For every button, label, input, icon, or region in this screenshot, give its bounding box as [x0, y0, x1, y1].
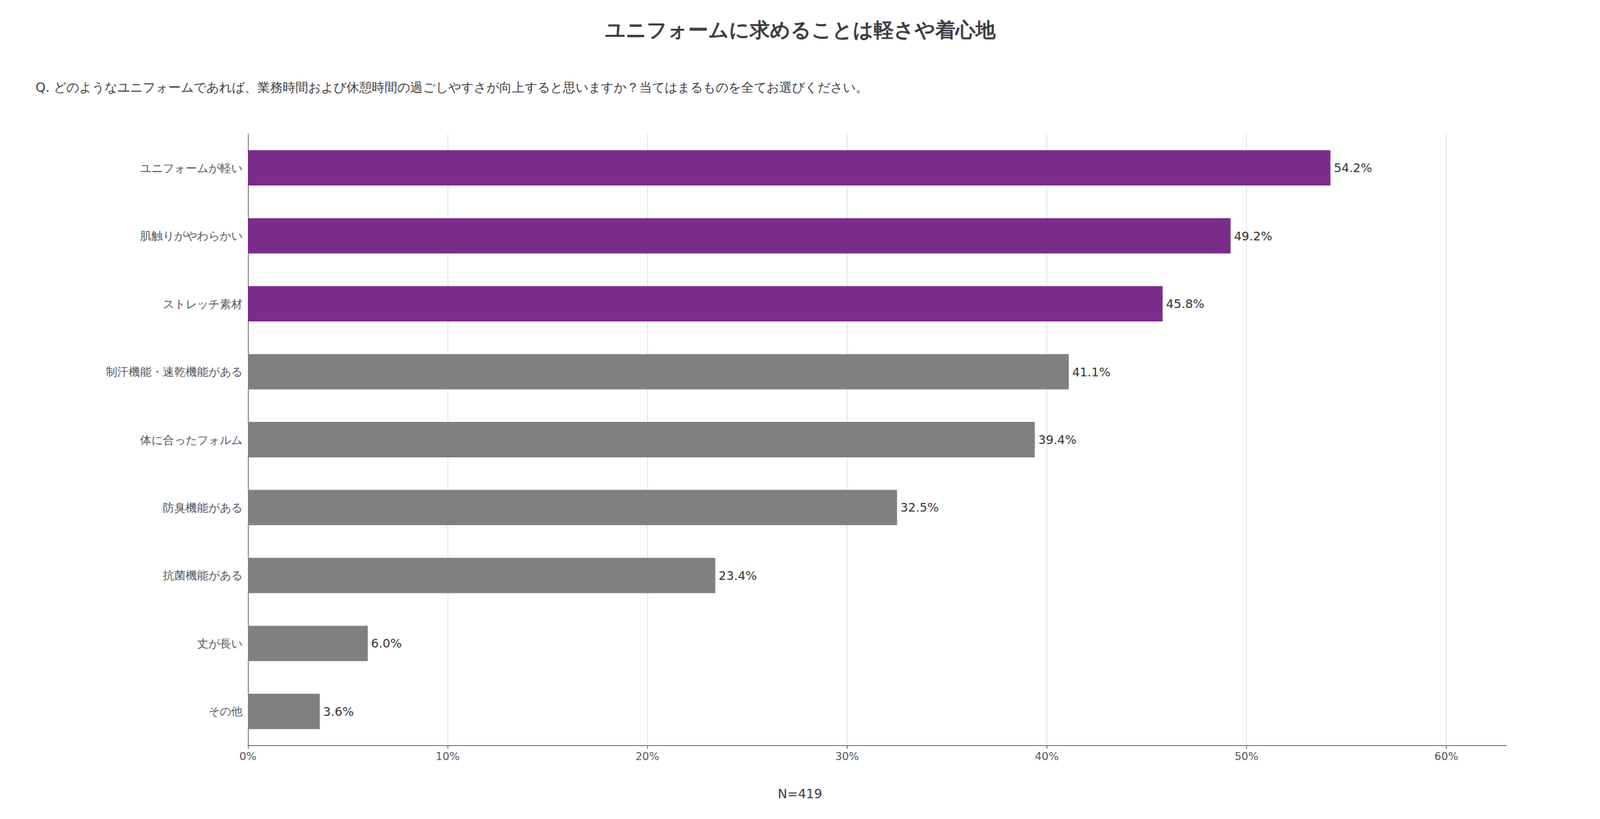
- svg-text:6.0%: 6.0%: [371, 636, 403, 651]
- svg-text:23.4%: 23.4%: [718, 568, 758, 583]
- svg-text:30%: 30%: [835, 750, 860, 764]
- svg-text:10%: 10%: [435, 750, 460, 764]
- svg-text:体に合ったフォルム: 体に合ったフォルム: [140, 433, 243, 447]
- svg-text:肌触りがやわらかい: 肌触りがやわらかい: [140, 229, 243, 243]
- svg-text:49.2%: 49.2%: [1234, 229, 1273, 244]
- svg-text:ストレッチ素材: ストレッチ素材: [162, 297, 243, 311]
- svg-text:制汗機能・速乾機能がある: 制汗機能・速乾機能がある: [105, 365, 243, 379]
- svg-text:ユニフォームに求めることは軽さや着心地: ユニフォームに求めることは軽さや着心地: [605, 18, 997, 42]
- svg-text:20%: 20%: [635, 750, 660, 764]
- svg-text:60%: 60%: [1434, 750, 1459, 764]
- svg-text:32.5%: 32.5%: [900, 500, 939, 515]
- svg-text:Q. どのようなユニフォームであれば、業務時間および休憩時間: Q. どのようなユニフォームであれば、業務時間および休憩時間の過ごしやすさが向上…: [35, 79, 869, 95]
- svg-text:その他: その他: [208, 704, 243, 719]
- svg-text:3.6%: 3.6%: [322, 704, 354, 719]
- svg-text:45.8%: 45.8%: [1165, 296, 1205, 311]
- svg-text:N=419: N=419: [777, 786, 823, 802]
- svg-text:50%: 50%: [1234, 750, 1259, 764]
- svg-text:54.2%: 54.2%: [1334, 160, 1373, 175]
- svg-text:41.1%: 41.1%: [1072, 365, 1111, 380]
- svg-text:40%: 40%: [1035, 750, 1060, 764]
- svg-text:ユニフォームが軽い: ユニフォームが軽い: [140, 161, 243, 175]
- svg-text:抗菌機能がある: 抗菌機能がある: [162, 568, 243, 583]
- svg-text:防臭機能がある: 防臭機能がある: [162, 501, 243, 515]
- svg-text:39.4%: 39.4%: [1037, 432, 1077, 447]
- svg-text:0%: 0%: [239, 750, 256, 764]
- svg-text:丈が長い: 丈が長い: [196, 637, 243, 651]
